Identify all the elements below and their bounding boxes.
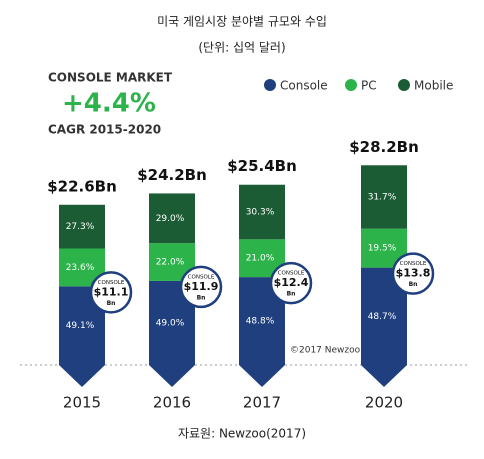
- callout-title: CONSOLE: [188, 274, 215, 280]
- total-label: $24.2Bn: [137, 166, 207, 184]
- segment-label: 19.5%: [368, 244, 397, 254]
- console-callout: [89, 271, 133, 314]
- segment-label: 27.3%: [66, 222, 95, 232]
- chart-title: 미국 게임시장 분야별 규모와 수입: [157, 15, 327, 29]
- callout-unit: Bn: [287, 291, 296, 298]
- bar-segment: [239, 184, 285, 240]
- segment-label: 30.3%: [246, 208, 275, 218]
- callout-title: CONSOLE: [278, 271, 305, 277]
- bar-segment: [149, 193, 195, 244]
- callout-value: $13.8: [396, 267, 431, 280]
- segment-label: 29.0%: [156, 214, 185, 224]
- total-label: $25.4Bn: [227, 157, 297, 175]
- total-label: $22.6Bn: [47, 177, 117, 195]
- x-tick-label: 2016: [153, 394, 191, 412]
- segment-label: 23.6%: [66, 263, 95, 273]
- segment-label: 48.7%: [368, 312, 397, 322]
- segment-label: 21.0%: [246, 254, 275, 264]
- console-callout: [269, 261, 313, 305]
- console-callout: [391, 252, 435, 295]
- legend-label: Mobile: [414, 79, 453, 93]
- legend-swatch: [264, 79, 276, 91]
- legend-label: PC: [361, 79, 377, 93]
- x-tick-label: 2015: [63, 394, 101, 412]
- bar-arrow: [149, 365, 195, 387]
- console-callout: [179, 265, 223, 309]
- callout-value: $12.4: [274, 276, 309, 289]
- annotation-value: +4.4%: [62, 89, 156, 119]
- callout-value: $11.9: [184, 280, 219, 293]
- chart-subtitle: (단위: 십억 달러): [198, 41, 285, 55]
- bar-segment: [59, 204, 105, 249]
- annotation-note: CAGR 2015-2020: [48, 123, 161, 137]
- credit: ©2017 Newzoo: [290, 346, 361, 356]
- callout-unit: Bn: [409, 281, 418, 288]
- callout-title: CONSOLE: [98, 280, 125, 286]
- total-label: $28.2Bn: [349, 138, 419, 156]
- source: 자료원: Newzoo(2017): [178, 427, 306, 441]
- legend-swatch: [345, 79, 357, 91]
- annotation-label: CONSOLE MARKET: [48, 71, 173, 85]
- legend-label: Console: [280, 79, 328, 93]
- segment-label: 49.1%: [66, 321, 95, 331]
- callout-title: CONSOLE: [400, 261, 427, 267]
- segment-label: 22.0%: [156, 258, 185, 268]
- x-tick-label: 2017: [243, 394, 281, 412]
- bar-arrow: [361, 365, 407, 387]
- segment-label: 48.8%: [246, 317, 275, 327]
- segment-label: 49.0%: [156, 318, 185, 328]
- callout-unit: Bn: [107, 300, 116, 307]
- bar-arrow: [239, 365, 285, 387]
- segment-label: 31.7%: [368, 192, 397, 202]
- callout-value: $11.1: [94, 285, 129, 298]
- bar-segment: [361, 165, 407, 229]
- bar-arrow: [59, 365, 105, 387]
- x-tick-label: 2020: [365, 394, 403, 412]
- legend-swatch: [398, 79, 410, 91]
- callout-unit: Bn: [197, 294, 206, 301]
